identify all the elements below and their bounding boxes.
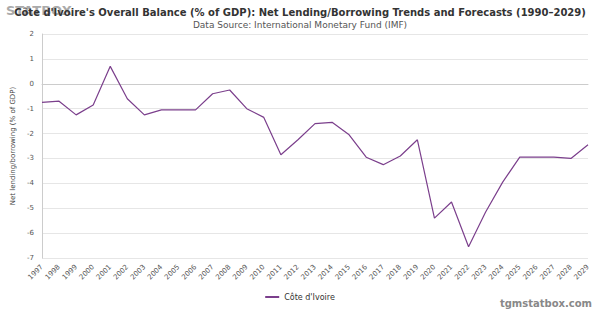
svg-text:-7: -7 — [27, 254, 34, 262]
svg-text:2009: 2009 — [231, 263, 249, 281]
svg-text:Net lending/borrowing (% of GD: Net lending/borrowing (% of GDP) — [9, 87, 17, 206]
svg-text:2014: 2014 — [317, 263, 336, 282]
svg-text:2026: 2026 — [521, 263, 539, 281]
svg-text:2022: 2022 — [453, 263, 471, 281]
svg-text:2002: 2002 — [112, 263, 130, 281]
svg-text:2013: 2013 — [300, 263, 318, 281]
svg-text:2008: 2008 — [214, 263, 232, 281]
svg-text:2012: 2012 — [283, 263, 301, 281]
svg-text:2018: 2018 — [385, 263, 403, 281]
svg-text:-6: -6 — [27, 229, 35, 237]
svg-text:2029: 2029 — [573, 263, 591, 281]
svg-text:2016: 2016 — [351, 263, 369, 281]
svg-text:2003: 2003 — [129, 263, 147, 281]
svg-text:1998: 1998 — [44, 263, 62, 281]
svg-text:-1: -1 — [27, 105, 34, 113]
svg-text:-4: -4 — [27, 179, 35, 187]
svg-text:2: 2 — [30, 30, 34, 38]
svg-text:2020: 2020 — [419, 263, 437, 281]
svg-text:2000: 2000 — [78, 263, 96, 281]
svg-text:2024: 2024 — [487, 263, 506, 282]
svg-text:-2: -2 — [27, 130, 34, 138]
svg-text:2017: 2017 — [368, 263, 386, 281]
svg-text:2019: 2019 — [402, 263, 420, 281]
svg-text:1: 1 — [30, 55, 34, 63]
svg-text:Côte d'Ivoire's Overall Balanc: Côte d'Ivoire's Overall Balance (% of GD… — [14, 7, 586, 18]
svg-text:tgmstatbox.com: tgmstatbox.com — [500, 298, 592, 309]
svg-text:2025: 2025 — [504, 263, 522, 281]
svg-text:2021: 2021 — [436, 263, 454, 281]
svg-text:2010: 2010 — [248, 263, 266, 281]
svg-text:-3: -3 — [27, 154, 34, 162]
svg-text:2004: 2004 — [146, 263, 165, 282]
svg-text:2028: 2028 — [556, 263, 574, 281]
svg-text:2001: 2001 — [95, 263, 113, 281]
svg-text:1997: 1997 — [27, 263, 45, 281]
svg-text:2015: 2015 — [334, 263, 352, 281]
svg-text:2023: 2023 — [470, 263, 488, 281]
svg-text:2007: 2007 — [197, 263, 215, 281]
svg-text:2006: 2006 — [180, 263, 198, 281]
svg-text:0: 0 — [30, 80, 34, 88]
svg-text:2005: 2005 — [163, 263, 181, 281]
svg-text:Data Source: International Mon: Data Source: International Monetary Fund… — [193, 20, 407, 30]
svg-text:-5: -5 — [27, 204, 34, 212]
svg-text:1999: 1999 — [61, 263, 79, 281]
svg-text:2027: 2027 — [538, 263, 556, 281]
svg-text:Côte d'Ivoire: Côte d'Ivoire — [284, 292, 335, 302]
svg-text:2011: 2011 — [265, 263, 283, 281]
